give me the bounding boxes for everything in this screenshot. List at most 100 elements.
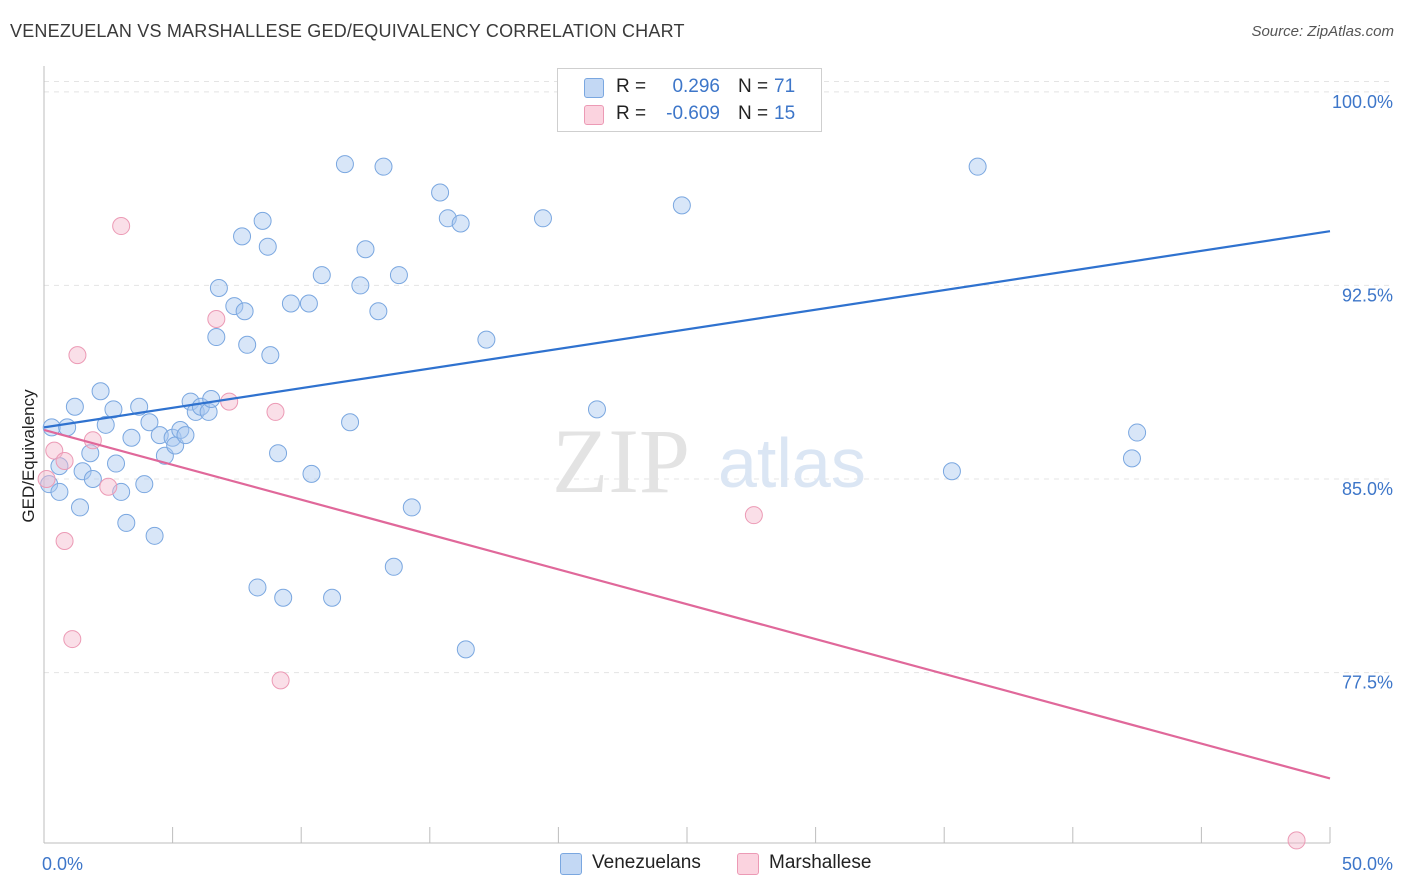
venezuelan-point [96,415,115,434]
venezuelan-point [261,346,280,365]
venezuelan-point [225,297,244,316]
y-axis-title: GED/Equivalency [19,389,38,523]
marshallese-point [207,309,226,328]
series-label-marshallese: Marshallese [769,852,872,873]
watermark: ZIP atlas [552,410,866,512]
y-tick-label: 77.5% [1342,673,1393,693]
legend-row-marshallese: R = -0.609 N = 15 [558,101,821,127]
venezuelan-point [145,526,164,545]
venezuelan-points [40,155,1147,659]
venezuelan-point [587,400,606,419]
watermark-atlas: atlas [718,424,866,502]
marshallese-point [55,451,74,470]
venezuelan-point [233,227,252,246]
gridlines [44,80,1394,674]
y-tick-label: 92.5% [1342,285,1393,305]
marshallese-point [266,402,285,421]
venezuelan-point [274,588,293,607]
series-swatch-marshallese [737,853,759,875]
venezuelan-point [58,418,77,437]
legend-n-label: N = [738,103,769,124]
venezuelan-point [107,454,126,473]
venezuelan-point [281,294,300,313]
marshallese-points [37,217,1306,850]
marshallese-point [37,470,56,489]
venezuelan-point [351,276,370,295]
legend-n-value: 15 [774,103,796,124]
venezuelan-point [40,475,59,494]
venezuelan-point [248,578,267,597]
legend-n-label: N = [738,76,769,97]
venezuelan-point [672,196,691,215]
legend-swatch-venezuelans [584,78,604,98]
venezuelan-point [369,302,388,321]
venezuelan-point [312,266,331,285]
venezuelan-point [302,464,321,483]
legend-n-value: 71 [774,76,796,97]
marshallese-trendline [43,428,1331,780]
source-credit: Source: ZipAtlas.com [1251,23,1394,40]
venezuelan-point [384,557,403,576]
venezuelan-point [253,211,272,230]
marshallese-point [1287,831,1306,850]
venezuelan-point [130,397,149,416]
marshallese-point [55,531,74,550]
venezuelan-point [389,266,408,285]
trendlines [43,230,1331,780]
venezuelan-point [209,279,228,297]
series-swatch-venezuelans [560,853,582,875]
venezuelan-point [122,428,141,447]
venezuelan-point [335,155,354,174]
venezuelan-point [477,330,496,349]
venezuelan-point [533,209,552,228]
series-label-venezuelans: Venezuelans [592,852,701,873]
venezuelan-point [71,498,90,517]
venezuelan-point [65,397,84,416]
marshallese-point [112,217,131,236]
venezuelan-point [451,214,470,233]
venezuelan-point [171,420,190,439]
legend-r-value: -0.609 [666,103,720,124]
venezuelan-point [176,426,195,445]
y-tick-label: 85.0% [1342,479,1393,499]
venezuelan-point [135,475,154,494]
venezuelan-point [50,482,69,501]
venezuelan-point [341,413,360,432]
venezuelan-point [323,588,342,607]
venezuelan-point [73,462,92,481]
venezuelan-trendline [43,230,1331,429]
venezuelan-point [374,157,393,176]
venezuelan-point [1122,449,1141,468]
venezuelan-point [207,328,226,347]
marshallese-point [99,477,118,496]
venezuelan-point [117,513,136,532]
marshallese-point [68,346,87,365]
venezuelan-point [202,390,221,408]
venezuelan-point [1128,423,1147,442]
x-tick-label-max: 50.0% [1342,854,1393,874]
marshallese-point [220,392,239,411]
x-tick-label-min: 0.0% [42,854,83,874]
venezuelan-point [83,470,102,489]
venezuelan-point [356,240,375,259]
marshallese-point [63,630,82,649]
venezuelan-point [91,382,110,401]
venezuelan-point [942,462,961,481]
venezuelan-point [235,302,254,321]
marshallese-point [83,431,102,450]
venezuelan-point [968,157,987,176]
venezuelan-point [402,498,421,517]
legend-r-label: R = [616,103,647,124]
legend-r-value: 0.296 [672,76,720,97]
legend-r-label: R = [616,76,647,97]
tick-labels: 100.0% 92.5% 85.0% 77.5% 0.0% 50.0% [42,92,1393,874]
venezuelan-point [431,183,450,202]
legend-swatch-marshallese [584,105,604,125]
marshallese-point [744,506,763,525]
watermark-zip: ZIP [552,410,690,512]
legend-row-venezuelans: R = 0.296 N = 71 [558,74,821,100]
venezuelan-point [258,237,277,256]
y-tick-label: 100.0% [1332,92,1393,112]
venezuelan-point [238,335,257,354]
